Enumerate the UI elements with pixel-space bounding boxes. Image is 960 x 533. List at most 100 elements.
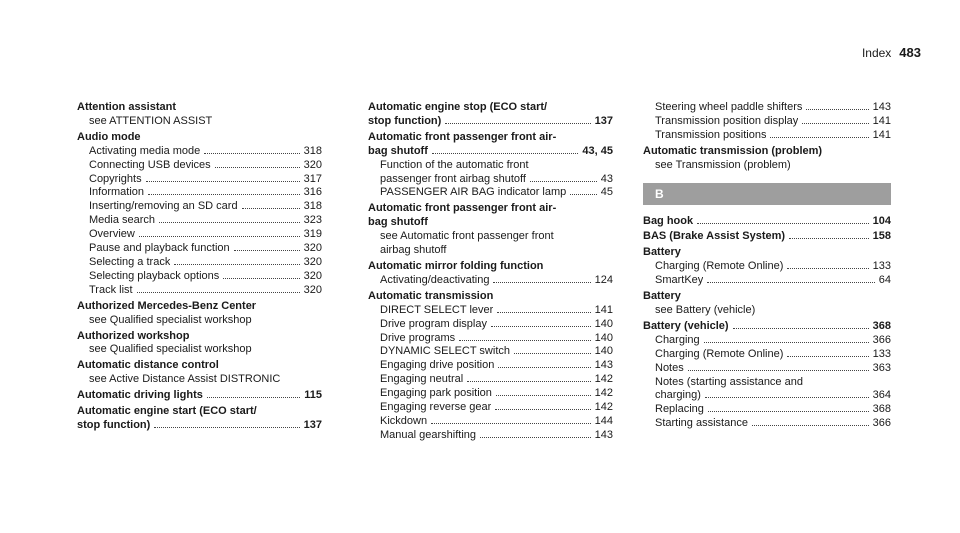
- leader-dots: [707, 411, 869, 413]
- index-entry: Battery see Battery (vehicle): [643, 290, 891, 318]
- leader-dots: [529, 180, 597, 182]
- sub-entry-page: 143: [594, 359, 613, 372]
- entry-heading-text: Automatic driving lights: [77, 389, 203, 402]
- entry-heading-cont-page: 43, 45: [582, 144, 613, 157]
- entry-heading-text: Bag hook: [643, 214, 694, 227]
- sub-entry-page: 133: [872, 260, 891, 273]
- index-entry: Battery Charging (Remote Online) 133 SmartK…: [643, 246, 891, 288]
- page-number: 483: [899, 45, 921, 60]
- sub-entry-page: 366: [872, 417, 891, 430]
- entry-heading: Automatic mirror folding function: [368, 260, 613, 274]
- leader-dots: [174, 263, 300, 265]
- entry-heading: Automatic driving lights 115: [77, 389, 322, 403]
- leader-dots: [204, 152, 300, 154]
- sub-entry-page: 317: [303, 172, 322, 185]
- sub-entry-text: DYNAMIC SELECT switch: [380, 345, 510, 358]
- leader-dots: [806, 109, 869, 110]
- sub-entry-text: Function of the automatic front: [380, 158, 529, 171]
- sub-entry-page: 140: [594, 345, 613, 358]
- entry-heading-text: Authorized Mercedes-Benz Center: [77, 299, 257, 312]
- leader-dots: [751, 425, 869, 427]
- sub-entry-page: 320: [303, 255, 322, 268]
- sub-entry-text: Transmission position display: [655, 114, 799, 127]
- sub-entry-page: 141: [872, 114, 891, 127]
- leader-dots: [136, 291, 300, 293]
- sub-entry-text: Notes (starting assistance and: [655, 375, 803, 388]
- entry-heading-text: BAS (Brake Assist System): [643, 230, 786, 243]
- sub-entry-text: see Active Distance Assist DISTRONIC: [89, 373, 281, 386]
- sub-entry: Activating media mode 318: [77, 145, 322, 159]
- sub-entry: Overview 319: [77, 228, 322, 242]
- sub-entry-text: Overview: [89, 228, 135, 241]
- entry-heading: Automatic distance control: [77, 359, 322, 373]
- sub-entry: Media search 323: [77, 214, 322, 228]
- sub-entry-page: 319: [303, 228, 322, 241]
- leader-dots: [707, 282, 875, 284]
- sub-entry-text: Drive programs: [380, 331, 456, 344]
- index-entry: BAS (Brake Assist System) 158: [643, 230, 891, 244]
- sub-entry-page: 64: [878, 274, 891, 287]
- sub-entry-text: Track list: [89, 283, 133, 296]
- leader-dots: [214, 166, 300, 168]
- sub-entry-text: Activating media mode: [89, 144, 201, 157]
- leader-dots: [241, 208, 300, 210]
- entry-heading-cont-text: bag shutoff: [368, 144, 428, 157]
- sub-entry: charging) 364: [643, 389, 891, 403]
- index-column-1: Attention assistant see ATTENTION ASSIST A…: [77, 101, 322, 435]
- sub-entry-page: 140: [594, 317, 613, 330]
- entry-heading-text: Battery: [643, 290, 681, 303]
- sub-entry-text: Drive program display: [380, 317, 487, 330]
- leader-dots: [445, 122, 591, 124]
- entry-heading-cont-page: 137: [303, 418, 322, 431]
- sub-entry-page: 318: [303, 200, 322, 213]
- leader-dots: [770, 136, 869, 138]
- sub-entry-text: Starting assistance: [655, 417, 748, 430]
- sub-entry-page: 320: [303, 158, 322, 171]
- page-header: Index 483: [862, 45, 921, 60]
- entry-heading: Automatic front passenger front air-: [368, 202, 557, 215]
- sub-entry-text: Kickdown: [380, 414, 428, 427]
- sub-entry: Transmission positions 141: [643, 129, 891, 143]
- sub-entry-text: Charging: [655, 333, 700, 346]
- leader-dots: [223, 277, 300, 279]
- entry-heading-text: Automatic distance control: [77, 359, 219, 372]
- leader-dots: [159, 222, 300, 224]
- sub-entry-text: see Qualified specialist workshop: [89, 343, 252, 356]
- sub-entry-text: Engaging reverse gear: [380, 401, 492, 414]
- sub-entry-page: 144: [594, 414, 613, 427]
- leader-dots: [802, 122, 869, 124]
- sub-entry: Activating/deactivating 124: [368, 274, 613, 288]
- sub-entry-text: Inserting/removing an SD card: [89, 200, 238, 213]
- entry-heading-text: Automatic transmission: [368, 289, 494, 302]
- leader-dots: [498, 367, 591, 369]
- sub-entry-text: Replacing: [655, 403, 704, 416]
- entry-heading-text: Automatic transmission (problem): [643, 144, 823, 157]
- entry-heading-cont-text: stop function): [368, 114, 442, 127]
- leader-dots: [138, 236, 300, 238]
- sub-entry: Engaging drive position 143: [368, 359, 613, 373]
- sub-entry-text: see Automatic front passenger front: [380, 230, 554, 243]
- sub-entry: Connecting USB devices 320: [77, 159, 322, 173]
- sub-entry: PASSENGER AIR BAG indicator lamp 45: [368, 186, 613, 200]
- index-entry: Audio mode Activating media mode 318 Connec…: [77, 131, 322, 298]
- sub-entry-page: 320: [303, 269, 322, 282]
- sub-entry: Track list 320: [77, 284, 322, 298]
- sub-entry-page: 363: [872, 361, 891, 374]
- sub-entry: Charging (Remote Online) 133: [643, 260, 891, 274]
- leader-dots: [206, 397, 301, 399]
- leader-dots: [497, 311, 591, 313]
- sub-entry-text: see Battery (vehicle): [655, 303, 756, 316]
- leader-dots: [789, 238, 869, 240]
- leader-dots: [459, 339, 591, 341]
- sub-entry-page: 320: [303, 242, 322, 255]
- sub-entry-text: Engaging park position: [380, 387, 492, 400]
- leader-dots: [495, 409, 591, 411]
- sub-entry: Replacing 368: [643, 403, 891, 417]
- sub-entry-page: 323: [303, 214, 322, 227]
- sub-entry: Engaging reverse gear 142: [368, 401, 613, 415]
- entry-heading: Battery (vehicle) 368: [643, 320, 891, 334]
- index-entry: Authorized Mercedes-Benz Center see Quali…: [77, 300, 322, 328]
- index-entry: Automatic distance control see Active Dis…: [77, 359, 322, 387]
- header-title: Index: [861, 46, 892, 60]
- leader-dots: [687, 369, 869, 371]
